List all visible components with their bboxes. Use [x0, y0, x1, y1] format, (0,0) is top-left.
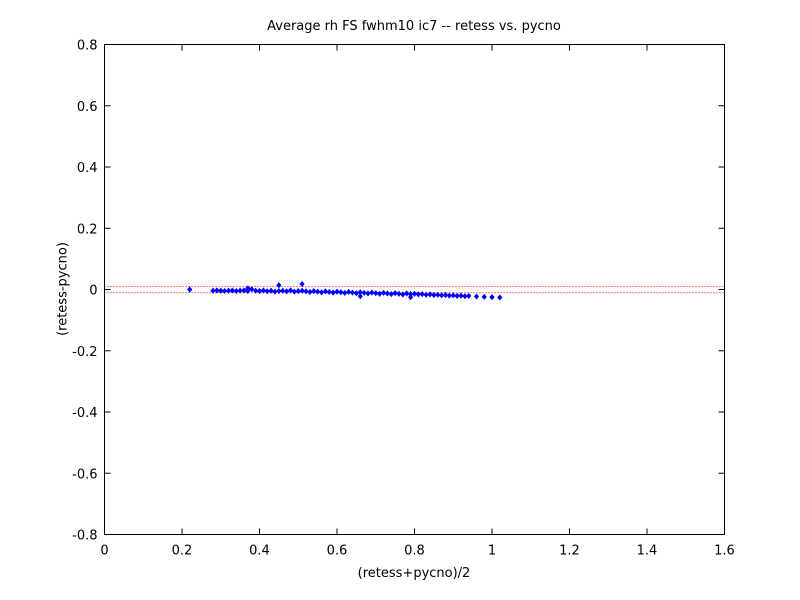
- data-point: [280, 287, 286, 294]
- data-point: [365, 290, 371, 297]
- data-point: [373, 290, 379, 297]
- y-tick-label: 0.4: [77, 161, 98, 176]
- x-tick-label: 1.2: [559, 544, 580, 559]
- data-point: [315, 288, 321, 295]
- axis-ticks: [104, 44, 725, 535]
- x-tick-label: 1: [488, 544, 496, 559]
- data-point: [218, 287, 224, 294]
- data-point: [446, 292, 452, 299]
- data-point: [311, 287, 317, 295]
- scatter-points: [187, 280, 503, 301]
- data-point: [404, 290, 410, 297]
- data-point: [253, 287, 259, 294]
- data-point: [330, 289, 336, 296]
- x-tick-label: 0.2: [172, 544, 193, 559]
- data-point: [454, 292, 460, 299]
- x-tick-label: 0.6: [327, 544, 348, 559]
- data-point: [272, 288, 278, 295]
- data-point: [245, 285, 251, 292]
- data-point: [326, 288, 332, 296]
- data-point: [210, 287, 216, 294]
- data-point: [400, 291, 406, 298]
- data-point: [299, 287, 305, 294]
- data-point: [435, 291, 441, 298]
- x-tick-label: 0.4: [249, 544, 270, 559]
- x-tick-label: 0.8: [404, 544, 425, 559]
- y-tick-label: -0.8: [72, 529, 97, 544]
- data-point: [489, 294, 495, 301]
- data-point: [322, 288, 328, 295]
- data-point: [411, 290, 418, 297]
- data-point: [291, 288, 297, 295]
- data-point: [284, 288, 290, 295]
- data-point: [353, 290, 359, 297]
- data-point: [299, 280, 305, 288]
- y-tick-label: 0: [89, 284, 97, 299]
- data-point: [338, 289, 344, 296]
- chart-title: Average rh FS fwhm10 ic7 -- retess vs. p…: [267, 19, 561, 34]
- data-point: [439, 292, 445, 299]
- y-axis-label: (retess-pycno): [55, 242, 71, 336]
- x-tick-label: 1.4: [637, 544, 658, 559]
- tick-labels: 0 0.2 0.4 0.6 0.8 1 1.2 1.4 1.6 -0.8 -0.6 -0.4 -0.2 0…: [72, 39, 735, 559]
- data-point: [357, 293, 363, 300]
- data-point: [225, 287, 232, 294]
- x-axis-label: (retess+pycno)/2: [357, 566, 471, 581]
- data-point: [423, 291, 429, 298]
- data-point: [473, 293, 480, 300]
- data-point: [318, 289, 325, 296]
- data-point: [450, 292, 456, 299]
- data-point: [408, 294, 414, 301]
- y-tick-label: -0.2: [72, 345, 97, 360]
- data-point: [233, 287, 239, 295]
- data-point: [462, 293, 468, 300]
- data-point: [264, 288, 270, 295]
- data-point: [396, 290, 402, 297]
- data-point: [241, 287, 247, 294]
- data-point: [458, 292, 464, 299]
- data-point: [342, 289, 348, 296]
- axes-box: [104, 44, 725, 535]
- data-point: [276, 282, 282, 289]
- data-point: [392, 290, 398, 297]
- data-point: [442, 291, 449, 299]
- data-point: [187, 286, 193, 293]
- data-point: [307, 288, 313, 296]
- data-point: [256, 287, 263, 295]
- y-tick-label: 0.6: [77, 100, 98, 115]
- data-point: [268, 287, 274, 294]
- data-point: [295, 287, 301, 295]
- data-point: [466, 292, 472, 299]
- y-tick-label: 0.2: [77, 222, 98, 237]
- data-point: [377, 290, 383, 297]
- y-tick-label: -0.6: [72, 467, 97, 482]
- y-tick-label: 0.8: [77, 39, 98, 54]
- y-tick-label: -0.4: [72, 406, 97, 421]
- data-point: [276, 287, 282, 295]
- data-point: [481, 293, 487, 300]
- x-tick-label: 1.6: [714, 544, 735, 559]
- data-point: [214, 287, 220, 294]
- data-point: [427, 291, 433, 298]
- data-point: [346, 288, 352, 296]
- data-point: [419, 291, 425, 298]
- data-point: [287, 287, 294, 294]
- data-point: [229, 287, 235, 294]
- data-point: [497, 294, 503, 301]
- data-point: [384, 290, 390, 297]
- data-point: [260, 287, 266, 294]
- data-point: [303, 288, 309, 295]
- data-point: [349, 289, 356, 296]
- data-point: [431, 291, 437, 299]
- data-point: [369, 289, 375, 296]
- data-point: [222, 287, 228, 295]
- x-tick-label: 0: [100, 544, 108, 559]
- data-point: [415, 291, 421, 298]
- data-point: [361, 289, 367, 296]
- data-point: [334, 288, 340, 295]
- data-point: [237, 287, 243, 294]
- data-point: [380, 289, 387, 296]
